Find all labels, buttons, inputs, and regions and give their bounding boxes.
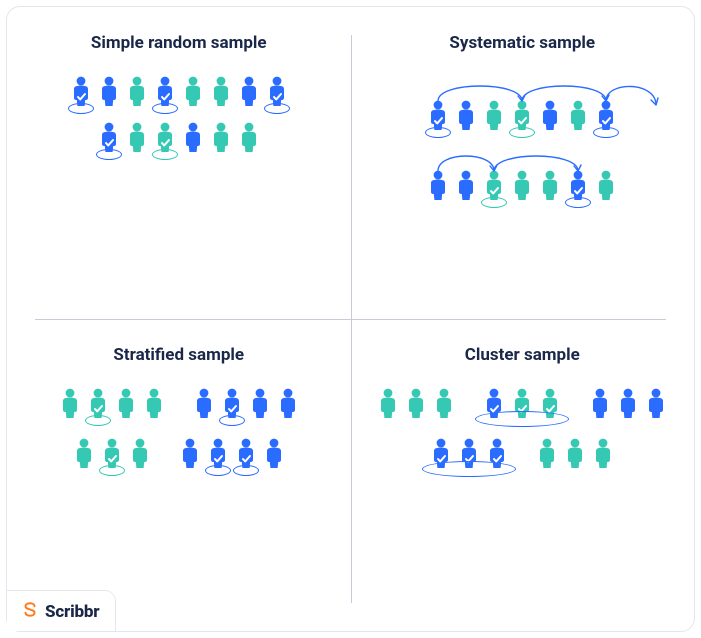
person-icon (129, 437, 151, 469)
people-row (427, 145, 617, 201)
person-icon (238, 75, 260, 107)
person-icon (87, 387, 109, 419)
person-icon (458, 437, 480, 469)
group-row (73, 437, 285, 469)
footer-brand: Scribbr (7, 591, 115, 631)
people-row (427, 75, 617, 131)
quad-title: Stratified sample (25, 345, 333, 365)
person-icon (645, 387, 667, 419)
person-icon (539, 387, 561, 419)
person-icon (483, 99, 505, 131)
person-icon (567, 99, 589, 131)
person-icon (210, 121, 232, 153)
quad-title: Simple random sample (25, 33, 333, 53)
person-icon (455, 99, 477, 131)
person-icon (405, 387, 427, 419)
stratum-group (193, 387, 299, 419)
person-icon (377, 387, 399, 419)
person-icon (70, 75, 92, 107)
person-icon (154, 75, 176, 107)
person-icon (430, 437, 452, 469)
quad-stratified: Stratified sample (7, 319, 351, 631)
person-icon (221, 387, 243, 419)
quad-simple-random: Simple random sample (7, 7, 351, 319)
person-icon (483, 169, 505, 201)
cluster-group (377, 387, 455, 419)
people-row (70, 75, 288, 107)
brand-text: Scribbr (45, 602, 99, 622)
person-icon (263, 437, 285, 469)
person-icon (179, 437, 201, 469)
person-icon (98, 121, 120, 153)
person-icon (564, 437, 586, 469)
person-icon (143, 387, 165, 419)
person-icon (486, 437, 508, 469)
people-row (98, 121, 260, 153)
cluster-group (589, 387, 667, 419)
person-icon (511, 99, 533, 131)
person-icon (589, 387, 611, 419)
person-icon (539, 169, 561, 201)
person-icon (182, 75, 204, 107)
person-icon (511, 169, 533, 201)
person-icon (73, 437, 95, 469)
person-icon (617, 387, 639, 419)
person-icon (427, 99, 449, 131)
group-row (59, 387, 299, 419)
person-icon (277, 387, 299, 419)
person-icon (483, 387, 505, 419)
quad-title: Cluster sample (369, 345, 677, 365)
person-icon (595, 99, 617, 131)
person-icon (235, 437, 257, 469)
stratum-group (179, 437, 285, 469)
scribbr-logo-icon (21, 601, 39, 623)
stratum-group (59, 387, 165, 419)
person-icon (59, 387, 81, 419)
person-icon (427, 169, 449, 201)
stratum-group (73, 437, 151, 469)
person-icon (126, 121, 148, 153)
person-icon (207, 437, 229, 469)
person-icon (511, 387, 533, 419)
group-row (430, 437, 614, 469)
quad-systematic: Systematic sample (351, 7, 695, 319)
person-icon (536, 437, 558, 469)
person-icon (567, 169, 589, 201)
person-icon (455, 169, 477, 201)
cluster-group (430, 437, 508, 469)
person-icon (182, 121, 204, 153)
person-icon (238, 121, 260, 153)
quad-title: Systematic sample (369, 33, 677, 53)
infographic-card: Simple random sample (6, 6, 695, 632)
person-icon (433, 387, 455, 419)
cluster-group (483, 387, 561, 419)
quadrant-grid: Simple random sample (7, 7, 694, 631)
person-icon (193, 387, 215, 419)
person-icon (115, 387, 137, 419)
person-icon (126, 75, 148, 107)
person-icon (154, 121, 176, 153)
quad-cluster: Cluster sample (351, 319, 695, 631)
person-icon (595, 169, 617, 201)
person-icon (539, 99, 561, 131)
person-icon (249, 387, 271, 419)
cluster-group (536, 437, 614, 469)
group-row (377, 387, 667, 419)
person-icon (266, 75, 288, 107)
person-icon (101, 437, 123, 469)
person-icon (210, 75, 232, 107)
person-icon (592, 437, 614, 469)
person-icon (98, 75, 120, 107)
